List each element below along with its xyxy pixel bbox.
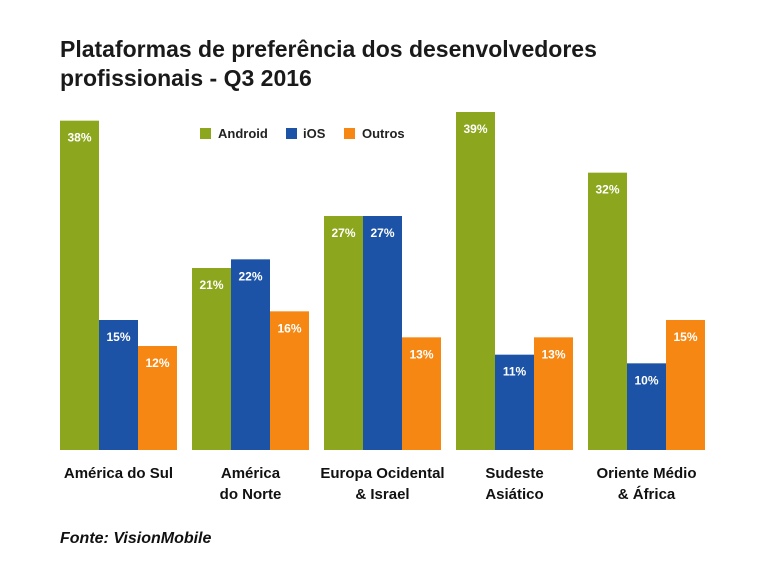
bar-label-android-america-do-sul: 38% xyxy=(67,131,91,145)
bar-label-android-america-do-norte: 21% xyxy=(199,278,223,292)
bar-outros-oriente-medio-africa xyxy=(666,320,705,450)
chart-title-line-2: profissionais - Q3 2016 xyxy=(60,65,312,91)
legend-swatch-outros xyxy=(344,128,355,139)
bar-android-america-do-sul xyxy=(60,120,99,451)
legend-label-android: Android xyxy=(218,126,268,141)
category-label-europa-ocidental-israel-line-2: & Israel xyxy=(355,486,409,503)
bar-label-outros-sudeste-asiatico: 13% xyxy=(541,347,565,361)
legend-label-ios: iOS xyxy=(303,126,326,141)
legend-swatch-ios xyxy=(286,128,297,139)
bar-label-ios-europa-ocidental-israel: 27% xyxy=(370,226,394,240)
legend: Android iOS Outros xyxy=(200,126,405,141)
bar-ios-oriente-medio-africa xyxy=(627,363,666,450)
category-label-oriente-medio-africa-line-2: & África xyxy=(618,486,676,503)
bar-label-ios-sudeste-asiatico: 11% xyxy=(503,365,527,379)
source-note: Fonte: VisionMobile xyxy=(60,530,212,547)
bars xyxy=(60,112,705,451)
legend-swatch-android xyxy=(200,128,211,139)
bar-ios-sudeste-asiatico xyxy=(495,354,534,450)
bar-label-outros-europa-ocidental-israel: 13% xyxy=(409,347,433,361)
bar-labels: 38% 15% 12% 21% 22% 16% 27% 27% 13% 39% 11% 13% 32% 1… xyxy=(67,122,697,387)
category-labels: América do Sul América do Norte Europa Ocid… xyxy=(64,465,697,503)
bar-label-outros-america-do-norte: 16% xyxy=(277,321,301,335)
bar-label-ios-oriente-medio-africa: 10% xyxy=(634,373,658,387)
bar-label-android-oriente-medio-africa: 32% xyxy=(595,183,619,197)
bar-label-ios-america-do-sul: 15% xyxy=(106,330,130,344)
legend-label-outros: Outros xyxy=(362,126,405,141)
category-label-america-do-norte-line-1: América xyxy=(221,465,281,482)
category-label-europa-ocidental-israel-line-1: Europa Ocidental xyxy=(320,465,444,482)
bar-android-sudeste-asiatico xyxy=(456,112,495,450)
category-label-america-do-sul-line-1: América do Sul xyxy=(64,465,173,482)
bar-ios-america-do-sul xyxy=(99,320,138,450)
bar-label-android-sudeste-asiatico: 39% xyxy=(463,122,487,136)
bar-ios-america-do-norte xyxy=(231,259,270,450)
category-label-america-do-norte-line-2: do Norte xyxy=(220,486,282,503)
category-label-sudeste-asiatico-line-2: Asiático xyxy=(485,486,543,503)
bar-android-america-do-norte xyxy=(192,268,231,450)
bar-outros-sudeste-asiatico xyxy=(534,337,573,450)
bar-label-android-europa-ocidental-israel: 27% xyxy=(331,226,355,240)
bar-label-outros-oriente-medio-africa: 15% xyxy=(673,330,697,344)
category-label-oriente-medio-africa-line-1: Oriente Médio xyxy=(596,465,696,482)
bar-outros-europa-ocidental-israel xyxy=(402,337,441,450)
bar-outros-america-do-sul xyxy=(138,346,177,450)
category-label-sudeste-asiatico-line-1: Sudeste xyxy=(485,465,543,482)
bar-label-ios-america-do-norte: 22% xyxy=(238,269,262,283)
bar-android-oriente-medio-africa xyxy=(588,172,627,450)
chart-title-line-1: Plataformas de preferência dos desenvolv… xyxy=(60,36,597,62)
bar-label-outros-america-do-sul: 12% xyxy=(145,356,169,370)
bar-ios-europa-ocidental-israel xyxy=(363,216,402,450)
bar-outros-america-do-norte xyxy=(270,311,309,450)
bar-android-europa-ocidental-israel xyxy=(324,216,363,450)
